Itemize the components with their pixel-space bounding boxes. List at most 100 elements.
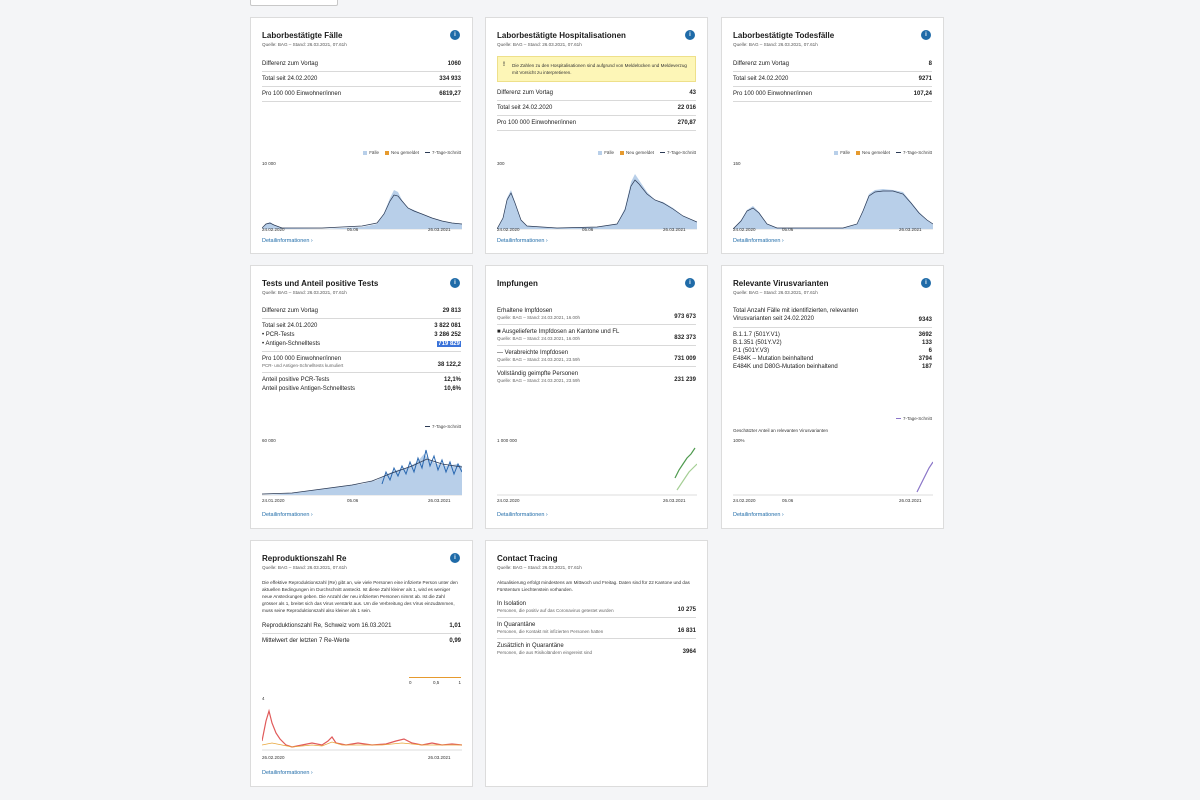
card-title: Impfungen: [497, 279, 538, 288]
y-max-label: 1 000 000: [497, 438, 518, 443]
stat-row: Differenz zum Vortag 1060: [262, 57, 461, 72]
x-label: 05.06: [347, 227, 359, 232]
x-label: 24.02.2020: [733, 498, 756, 503]
variant-row: B.1.1.7 (501Y.V1) 3692: [733, 332, 932, 338]
card-title: Laborbestätigte Hospitalisationen: [497, 31, 626, 40]
card-deaths: Laborbestätigte Todesfälle Quelle: BAG –…: [721, 17, 944, 254]
chevron-right-icon: ›: [310, 770, 313, 776]
detail-link[interactable]: Detailinformationen ›: [733, 512, 784, 518]
info-icon[interactable]: i: [685, 30, 695, 40]
chart-legend: Fälle Neu gemeldet 7-Tage-Schnitt: [363, 150, 461, 155]
card-tests: Tests und Anteil positive Tests Quelle: …: [250, 265, 473, 529]
card-contact-tracing: Contact Tracing Quelle: BAG – Stand: 26.…: [485, 540, 708, 787]
variant-row: P.1 (501Y.V3) 6: [733, 348, 932, 354]
stat-row: Differenz zum Vortag 43: [497, 86, 696, 101]
re-description: Die effektive Reproduktionszahl (Re) gib…: [262, 580, 458, 613]
card-title: Reproduktionszahl Re: [262, 554, 347, 563]
stat-row: — Verabreichte Impfdosen Quelle: BAG – St…: [497, 346, 696, 367]
x-label: 26.03.2021: [428, 498, 451, 503]
card-title: Relevante Virusvarianten: [733, 279, 829, 288]
chevron-right-icon: ›: [545, 512, 548, 518]
y-max-label: 60 000: [262, 438, 276, 443]
stat-row: Differenz zum Vortag 8: [733, 57, 932, 72]
stat-row: ■ Ausgelieferte Impfdosen an Kantone und…: [497, 325, 696, 346]
info-icon[interactable]: i: [921, 278, 931, 288]
card-reproduction: Reproduktionszahl Re Quelle: BAG – Stand…: [250, 540, 473, 787]
stat-row: Differenz zum Vortag 29 813: [262, 304, 461, 319]
chart-legend: Fälle Neu gemeldet 7-Tage-Schnitt: [834, 150, 932, 155]
chart-legend: 7-Tage-Schnitt: [424, 424, 461, 429]
x-label: 24.02.2020: [262, 227, 285, 232]
detail-link[interactable]: Detailinformationen ›: [262, 512, 313, 518]
card-hospitalisations: Laborbestätigte Hospitalisationen Quelle…: [485, 17, 708, 254]
card-source: Quelle: BAG – Stand: 26.03.2021, 07.61h: [497, 42, 582, 47]
tests-total-group: Total seit 24.01.2020 3 822 081 • PCR-Tes…: [262, 319, 461, 352]
info-icon[interactable]: i: [450, 553, 460, 563]
card-source: Quelle: BAG – Stand: 26.03.2021, 07.61h: [497, 565, 582, 570]
chevron-right-icon: ›: [781, 238, 784, 244]
stat-row: Total seit 24.02.2020 22 016: [497, 101, 696, 116]
y-max-label: 10 000: [262, 161, 276, 166]
detail-link[interactable]: Detailinformationen ›: [262, 238, 313, 244]
chart-caption: Geschätzter Anteil an relevanten Virusva…: [733, 428, 828, 433]
info-icon[interactable]: i: [921, 30, 931, 40]
detail-link[interactable]: Detailinformationen ›: [262, 770, 313, 776]
chart-legend: Fälle Neu gemeldet 7-Tage-Schnitt: [598, 150, 696, 155]
detail-link[interactable]: Detailinformationen ›: [733, 238, 784, 244]
info-icon[interactable]: i: [450, 30, 460, 40]
x-label: 26.03.2021: [428, 227, 451, 232]
info-icon[interactable]: i: [685, 278, 695, 288]
card-cases: Laborbestätigte Fälle Quelle: BAG – Stan…: [250, 17, 473, 254]
x-label: 05.06: [582, 227, 594, 232]
x-label: 26.02.2020: [262, 755, 285, 760]
card-title: Laborbestätigte Todesfälle: [733, 31, 835, 40]
reproduction-chart: [262, 708, 462, 751]
stat-row: Pro 100 000 Einwohner/innen 107,24: [733, 87, 932, 102]
warning-icon: !: [503, 62, 505, 68]
detail-link[interactable]: Detailinformationen ›: [497, 238, 548, 244]
card-title: Tests und Anteil positive Tests: [262, 279, 379, 288]
top-button[interactable]: [250, 0, 338, 6]
hospitalisations-chart: [497, 174, 697, 230]
card-source: Quelle: BAG – Stand: 26.03.2021, 07.61h: [262, 290, 347, 295]
deaths-chart: [733, 189, 933, 230]
stat-row: Vollständig geimpfte Personen Quelle: BAG…: [497, 371, 696, 383]
detail-link[interactable]: Detailinformationen ›: [497, 512, 548, 518]
stat-row: Total Anzahl Fälle mit identifizierten, …: [733, 303, 932, 328]
chevron-right-icon: ›: [310, 512, 313, 518]
variant-row: E484K – Mutation beinhaltend 3794: [733, 356, 932, 362]
stat-row: Zusätzlich in Quarantäne Personen, die au…: [497, 643, 696, 655]
card-variants: Relevante Virusvarianten Quelle: BAG – S…: [721, 265, 944, 529]
y-max-label: 300: [497, 161, 505, 166]
x-label: 05.06: [782, 227, 794, 232]
stat-row: In Isolation Personen, die positiv auf da…: [497, 597, 696, 618]
x-label: 24.02.2020: [497, 498, 520, 503]
stat-row: Erhaltene Impfdosen Quelle: BAG – Stand: …: [497, 304, 696, 325]
card-source: Quelle: BAG – Stand: 26.03.2021, 07.61h: [733, 290, 818, 295]
positivity-group: Anteil positive PCR-Tests 12,1% Anteil po…: [262, 377, 461, 392]
card-source: Quelle: BAG – Stand: 26.03.2021, 07.61h: [733, 42, 818, 47]
chart-legend: 7-Tage-Schnitt: [895, 416, 932, 421]
x-label: 26.03.2021: [899, 498, 922, 503]
y-max-label: 100%: [733, 438, 745, 443]
tests-chart: [262, 449, 462, 496]
variant-row: B.1.351 (501Y.V2) 133: [733, 340, 932, 346]
variant-row: E484K und D80G-Mutation beinhaltend 187: [733, 364, 932, 370]
chevron-right-icon: ›: [545, 238, 548, 244]
x-label: 26.03.2021: [663, 227, 686, 232]
warning-note: ! Die Zahlen zu den Hospitalisationen sin…: [497, 56, 696, 82]
card-title: Contact Tracing: [497, 554, 558, 563]
stat-row: Total seit 24.02.2020 9271: [733, 72, 932, 87]
x-label: 24.02.2020: [497, 227, 520, 232]
x-label: 24.02.2020: [733, 227, 756, 232]
card-source: Quelle: BAG – Stand: 26.03.2021, 07.61h: [262, 42, 347, 47]
info-icon[interactable]: i: [450, 278, 460, 288]
stat-row: Pro 100 000 Einwohner/innen 6819,27: [262, 87, 461, 102]
card-source: Quelle: BAG – Stand: 26.03.2021, 07.61h: [262, 565, 347, 570]
chevron-right-icon: ›: [310, 238, 313, 244]
stat-row: Reproduktionszahl Re, Schweiz vom 16.03.…: [262, 619, 461, 634]
re-scale: 0 0,5 1: [409, 677, 461, 686]
card-vaccinations: Impfungen i Erhaltene Impfdosen Quelle: B…: [485, 265, 708, 529]
x-label: 26.03.2021: [899, 227, 922, 232]
stat-row: Total seit 24.02.2020 334 933: [262, 72, 461, 87]
